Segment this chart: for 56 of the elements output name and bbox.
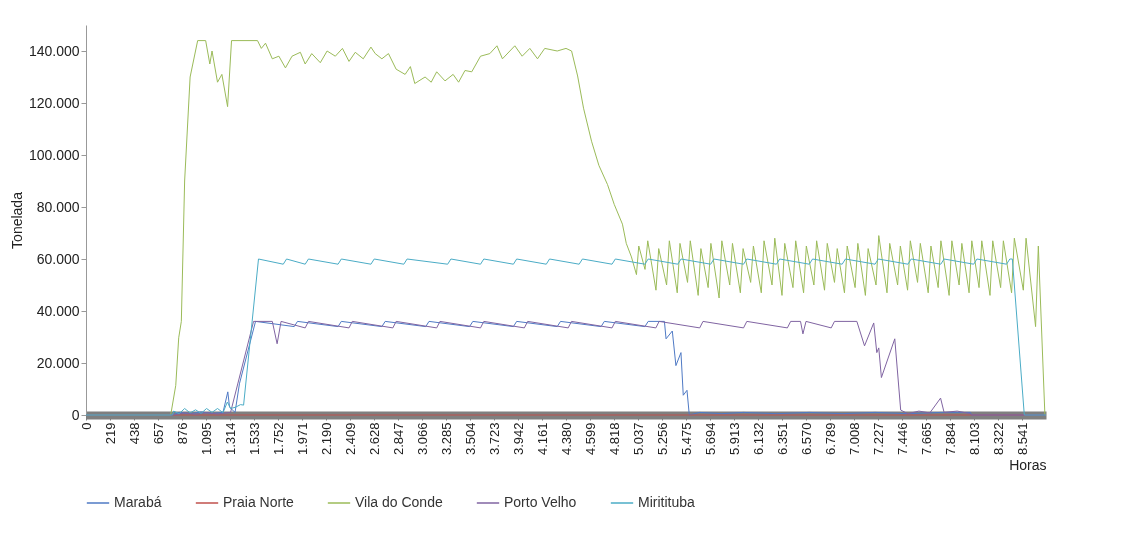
x-tick-label: 7.446 — [894, 422, 910, 456]
x-tick-label: 1.971 — [294, 422, 310, 456]
x-tick-label: 8.322 — [990, 422, 1006, 456]
x-tick-label: 7.884 — [942, 422, 958, 456]
x-tick-label: 4.599 — [582, 422, 598, 456]
x-tick-label: 6.789 — [822, 422, 838, 456]
y-tick-label: 120.000 — [28, 94, 80, 111]
x-tick-label: 1.095 — [198, 422, 214, 456]
x-tick-label: 3.066 — [414, 422, 430, 456]
x-tick-label: 7.665 — [918, 422, 934, 456]
x-tick-label: 4.818 — [606, 422, 622, 456]
x-tick-label: 876 — [174, 422, 190, 445]
x-tick-label: 6.351 — [774, 422, 790, 456]
legend-label: Marabá — [114, 494, 162, 510]
x-tick-label: 2.847 — [390, 422, 406, 456]
x-tick-label: 219 — [102, 422, 118, 445]
y-tick-label: 20.000 — [36, 354, 80, 371]
x-tick-label: 5.475 — [678, 422, 694, 456]
x-tick-label: 3.942 — [510, 422, 526, 456]
x-tick-label: 1.533 — [246, 422, 262, 456]
x-tick-label: 5.037 — [630, 422, 646, 456]
x-tick-label: 2.190 — [318, 422, 334, 456]
x-tick-label: 5.694 — [702, 422, 718, 456]
x-tick-label: 1.314 — [222, 422, 238, 456]
legend-label: Miritituba — [638, 494, 696, 510]
legend-label: Vila do Conde — [355, 494, 443, 510]
x-tick-label: 3.504 — [462, 422, 478, 456]
y-axis-title: Tonelada — [8, 191, 25, 249]
x-tick-label: 1.752 — [270, 422, 286, 456]
x-tick-label: 0 — [78, 422, 94, 430]
x-tick-label: 7.008 — [846, 422, 862, 456]
x-axis-title: Horas — [1009, 457, 1047, 474]
y-tick-label: 60.000 — [36, 250, 80, 267]
x-tick-label: 8.541 — [1014, 422, 1030, 456]
x-tick-label: 5.913 — [726, 422, 742, 456]
y-tick-label: 80.000 — [36, 198, 80, 215]
x-tick-label: 657 — [150, 422, 166, 445]
legend-label: Porto Velho — [504, 494, 577, 510]
x-tick-label: 4.380 — [558, 422, 574, 456]
x-tick-label: 438 — [126, 422, 142, 445]
legend-label: Praia Norte — [223, 494, 295, 510]
x-tick-label: 8.103 — [966, 422, 982, 456]
y-tick-label: 100.000 — [28, 146, 80, 163]
y-tick-label: 0 — [71, 406, 80, 423]
line-series — [85, 258, 1047, 416]
x-tick-label: 5.256 — [654, 422, 670, 456]
x-tick-label: 6.570 — [798, 422, 814, 456]
x-tick-label: 2.409 — [342, 422, 358, 456]
x-tick-label: 4.161 — [534, 422, 550, 456]
y-tick-label: 40.000 — [36, 302, 80, 319]
x-tick-label: 3.723 — [486, 422, 502, 456]
y-tick-label: 140.000 — [28, 42, 80, 59]
x-tick-label: 2.628 — [366, 422, 382, 456]
x-tick-label: 6.132 — [750, 422, 766, 456]
x-tick-label: 3.285 — [438, 422, 454, 456]
x-tick-label: 7.227 — [870, 422, 886, 456]
